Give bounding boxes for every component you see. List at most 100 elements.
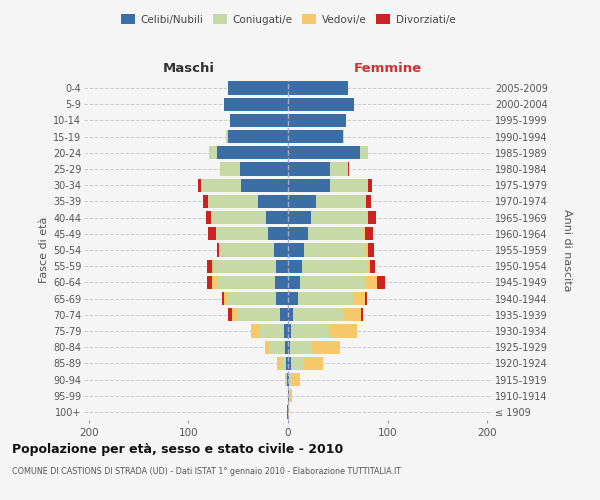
Bar [202,178,288,192]
Bar [288,195,365,208]
Bar [288,276,377,289]
Bar [288,178,330,192]
Bar [241,178,288,192]
Bar [217,244,288,256]
Bar [288,356,291,370]
Bar [288,340,340,354]
Bar [214,260,288,273]
Bar [288,292,367,305]
Text: COMUNE DI CASTIONS DI STRADA (UD) - Dati ISTAT 1° gennaio 2010 - Elaborazione TU: COMUNE DI CASTIONS DI STRADA (UD) - Dati… [12,468,401,476]
Bar [287,406,288,418]
Bar [208,195,288,208]
Bar [228,82,288,94]
Bar [288,260,374,273]
Bar [288,389,292,402]
Text: Popolazione per età, sesso e stato civile - 2010: Popolazione per età, sesso e stato civil… [12,442,343,456]
Bar [226,130,288,143]
Bar [224,98,288,111]
Bar [288,373,289,386]
Bar [228,308,288,322]
Bar [287,406,288,418]
Bar [288,276,300,289]
Bar [220,162,288,175]
Bar [199,178,288,192]
Bar [217,227,288,240]
Bar [288,211,311,224]
Bar [288,308,361,322]
Bar [288,389,290,402]
Bar [228,82,288,94]
Bar [212,260,288,273]
Bar [288,98,353,111]
Bar [288,114,346,127]
Bar [288,211,376,224]
Bar [277,356,288,370]
Bar [265,340,288,354]
Bar [288,146,368,160]
Bar [288,356,323,370]
Bar [224,98,288,111]
Bar [288,356,303,370]
Bar [288,260,302,273]
Bar [230,114,288,127]
Bar [288,82,348,94]
Bar [288,260,370,273]
Bar [208,276,288,289]
Bar [288,146,368,160]
Bar [288,227,365,240]
Bar [212,276,288,289]
Bar [217,276,288,289]
Bar [223,292,288,305]
Bar [228,82,288,94]
Bar [251,324,288,338]
Bar [281,356,288,370]
Bar [230,114,288,127]
Bar [284,324,288,338]
Bar [288,244,304,256]
Bar [208,260,288,273]
Bar [288,244,368,256]
Bar [288,195,371,208]
Bar [220,244,288,256]
Bar [288,340,290,354]
Bar [265,340,288,354]
Bar [288,98,353,111]
Bar [220,244,288,256]
Text: Maschi: Maschi [163,62,214,75]
Bar [288,211,368,224]
Bar [288,130,343,143]
Bar [288,340,340,354]
Bar [288,340,312,354]
Bar [258,195,288,208]
Bar [288,244,374,256]
Bar [285,340,288,354]
Bar [211,211,288,224]
Bar [288,276,385,289]
Bar [288,162,330,175]
Bar [288,324,356,338]
Bar [217,146,288,160]
Bar [288,373,292,386]
Bar [217,227,288,240]
Bar [224,98,288,111]
Bar [288,195,316,208]
Bar [230,114,288,127]
Bar [226,130,288,143]
Bar [228,292,288,305]
Bar [208,227,288,240]
Bar [224,98,288,111]
Bar [288,178,368,192]
Y-axis label: Anni di nascita: Anni di nascita [562,208,572,291]
Bar [230,114,288,127]
Bar [288,406,289,418]
Text: Femmine: Femmine [353,62,422,75]
Bar [209,146,288,160]
Bar [288,114,346,127]
Bar [288,227,373,240]
Bar [266,211,288,224]
Bar [288,308,343,322]
Bar [288,130,344,143]
Bar [275,276,288,289]
Bar [251,324,288,338]
Bar [288,211,367,224]
